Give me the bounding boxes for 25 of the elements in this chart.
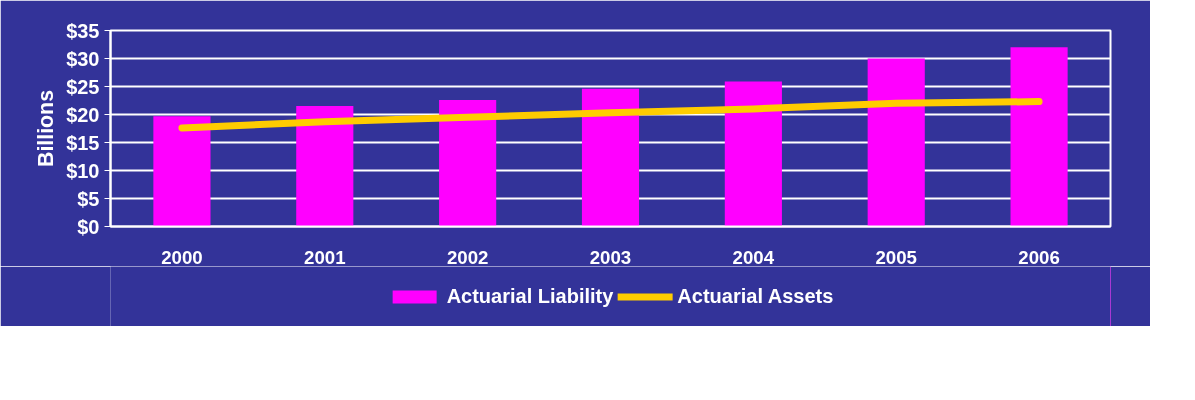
x-tick-label: 2000 [161, 246, 203, 268]
x-tick-label: 2002 [446, 246, 489, 268]
x-tick-label: 2004 [732, 246, 775, 268]
bar [724, 81, 782, 227]
bar [1010, 47, 1068, 227]
y-tick-label: $20 [66, 103, 100, 126]
bar [153, 116, 211, 227]
y-tick-label: $25 [66, 75, 100, 98]
x-tick-label: 2001 [304, 246, 346, 268]
y-tick-label: $15 [66, 131, 100, 154]
x-tick-label: 2005 [875, 246, 917, 268]
y-tick-label: $35 [66, 19, 100, 42]
bar [439, 99, 497, 227]
y-tick-label: $0 [77, 215, 100, 238]
y-tick-label: $30 [66, 47, 100, 70]
x-tick-label: 2006 [1018, 246, 1060, 268]
y-tick-label: $5 [77, 187, 100, 210]
x-tick-label: 2003 [589, 246, 632, 268]
y-tick-label: $10 [66, 159, 100, 182]
bar [867, 58, 925, 227]
bar [581, 88, 640, 227]
bar [296, 106, 354, 227]
legend-label: Actuarial Assets [677, 284, 834, 308]
legend-label: Actuarial Liability [446, 284, 614, 308]
y-axis-title: Billions [34, 89, 59, 168]
